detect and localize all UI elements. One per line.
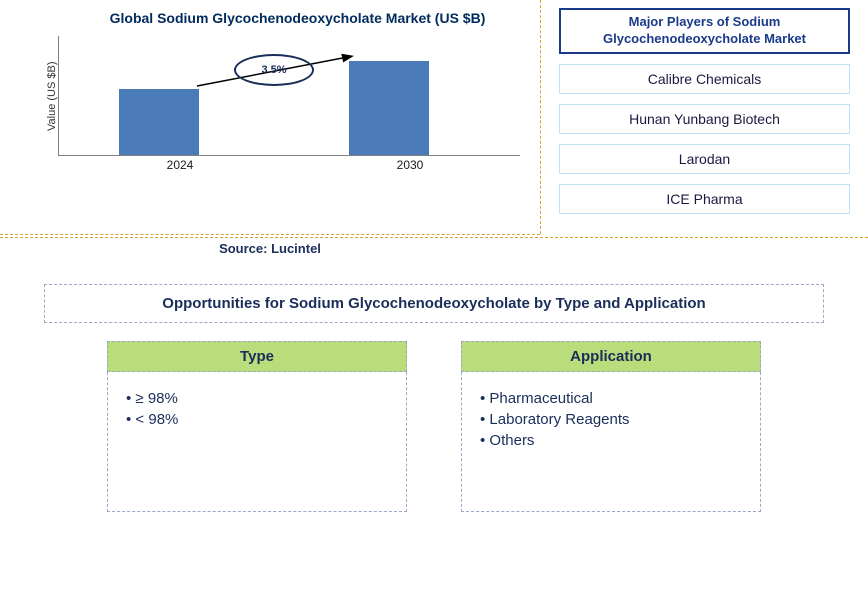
opportunities-columns: Type • ≥ 98% • < 98% Application • Pharma… — [0, 341, 868, 512]
bar-2030 — [349, 61, 429, 155]
chart-body: Value (US $B) 3.5% — [40, 36, 520, 156]
cagr-label: 3.5% — [234, 54, 314, 86]
opp-item-1-0: • Pharmaceutical — [480, 390, 742, 407]
opp-item-0-1: • < 98% — [126, 411, 388, 428]
type-column-header: Type — [107, 341, 407, 372]
chart-title: Global Sodium Glycochenodeoxycholate Mar… — [75, 10, 520, 26]
major-players-header: Major Players of Sodium Glycochenodeoxyc… — [559, 8, 850, 54]
player-3: ICE Pharma — [559, 184, 850, 214]
application-column: Application • Pharmaceutical • Laboratory… — [461, 341, 761, 512]
application-column-body: • Pharmaceutical • Laboratory Reagents • O… — [461, 372, 761, 512]
y-axis-label: Value (US $B) — [40, 36, 58, 156]
bar-chart-plot: 3.5% — [58, 36, 520, 156]
horizontal-divider — [0, 237, 868, 238]
players-list: Calibre Chemicals Hunan Yunbang Biotech La… — [559, 64, 850, 214]
x-axis-labels: 2024 2030 — [60, 156, 520, 176]
cagr-value: 3.5% — [261, 64, 286, 76]
application-column-header: Application — [461, 341, 761, 372]
major-players-panel: Major Players of Sodium Glycochenodeoxyc… — [540, 0, 868, 234]
opp-item-1-1: • Laboratory Reagents — [480, 411, 742, 428]
player-2: Larodan — [559, 144, 850, 174]
x-label-2024: 2024 — [167, 158, 194, 172]
top-row: Global Sodium Glycochenodeoxycholate Mar… — [0, 0, 868, 234]
player-0: Calibre Chemicals — [559, 64, 850, 94]
type-column-body: • ≥ 98% • < 98% — [107, 372, 407, 512]
opportunities-header: Opportunities for Sodium Glycochenodeoxy… — [44, 284, 824, 323]
type-column: Type • ≥ 98% • < 98% — [107, 341, 407, 512]
opp-item-1-2: • Others — [480, 432, 742, 449]
bar-2024 — [119, 89, 199, 155]
chart-panel: Global Sodium Glycochenodeoxycholate Mar… — [0, 0, 540, 234]
x-label-2030: 2030 — [397, 158, 424, 172]
player-1: Hunan Yunbang Biotech — [559, 104, 850, 134]
opp-item-0-0: • ≥ 98% — [126, 390, 388, 407]
